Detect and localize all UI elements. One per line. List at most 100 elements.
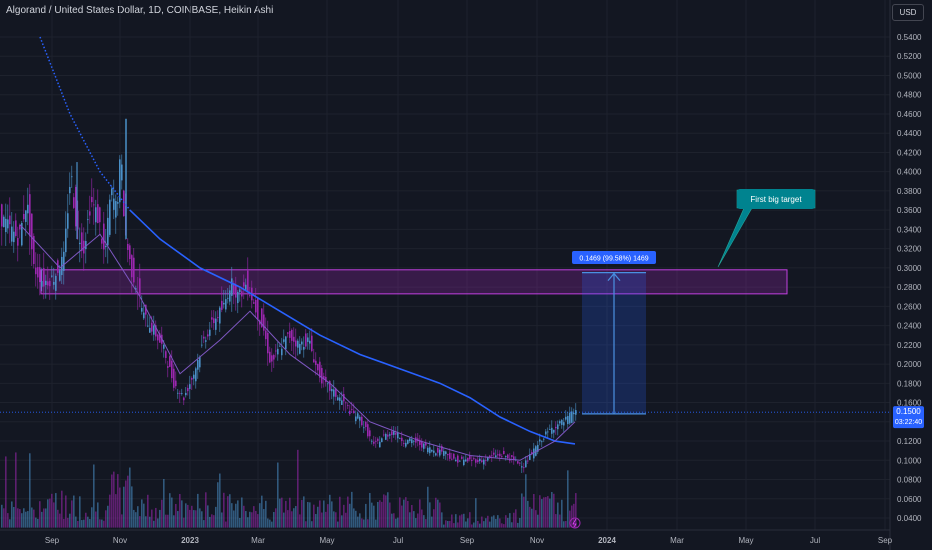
volume-bar xyxy=(165,514,167,528)
volume-bar xyxy=(177,511,179,528)
volume-bar xyxy=(221,512,223,528)
candle-body xyxy=(159,333,161,343)
volume-bar xyxy=(427,486,429,528)
candle-body xyxy=(563,422,565,426)
volume-bar xyxy=(411,504,413,528)
volume-bar xyxy=(481,516,483,528)
y-tick-label: 0.1600 xyxy=(897,399,922,408)
candle-body xyxy=(171,360,173,379)
candle-body xyxy=(99,207,101,223)
candle-body xyxy=(309,340,311,344)
y-tick-label: 0.3200 xyxy=(897,245,922,254)
candle-body xyxy=(307,337,309,342)
volume-bar xyxy=(349,503,351,528)
candle-body xyxy=(377,438,379,441)
volume-bar xyxy=(163,478,165,528)
candle-body xyxy=(415,437,417,443)
volume-bar xyxy=(111,474,113,528)
candle-body xyxy=(353,410,355,414)
volume-bar xyxy=(347,496,349,528)
volume-bar xyxy=(483,521,485,528)
volume-bar xyxy=(173,515,175,528)
volume-bar xyxy=(275,508,277,528)
candle-body xyxy=(319,361,321,378)
candle-body xyxy=(151,322,153,332)
resistance-zone xyxy=(40,269,788,295)
y-tick-label: 0.5200 xyxy=(897,52,922,61)
y-tick-label: 0.2000 xyxy=(897,360,922,369)
volume-bar xyxy=(419,499,421,528)
candle-body xyxy=(163,344,165,349)
volume-bar xyxy=(405,497,407,528)
candle-body xyxy=(277,348,279,355)
volume-bar xyxy=(239,517,241,528)
volume-bar xyxy=(417,513,419,528)
volume-bar xyxy=(539,495,541,528)
volume-bar xyxy=(5,456,7,528)
candle-body xyxy=(11,226,13,242)
volume-bar xyxy=(551,491,553,528)
volume-bar xyxy=(355,510,357,528)
candle-body xyxy=(399,438,401,440)
volume-bar xyxy=(303,496,305,528)
candle-body xyxy=(29,194,31,237)
volume-bar xyxy=(201,511,203,528)
lightning-icon xyxy=(569,517,581,529)
candle-body xyxy=(397,432,399,439)
candle-body xyxy=(165,351,167,358)
currency-button[interactable]: USD xyxy=(892,4,924,21)
candle-body xyxy=(349,410,351,415)
candle-body xyxy=(39,267,41,283)
candle-body xyxy=(385,434,387,440)
candle-body xyxy=(537,444,539,452)
volume-bar xyxy=(451,514,453,528)
candle-body xyxy=(471,459,473,461)
candle-body xyxy=(191,378,193,380)
volume-bar xyxy=(431,516,433,528)
volume-bar xyxy=(195,510,197,528)
volume-bar xyxy=(517,522,519,528)
candle-body xyxy=(489,455,491,458)
candle-body xyxy=(359,416,361,421)
volume-bar xyxy=(537,514,539,528)
y-tick-label: 0.5400 xyxy=(897,33,922,42)
volume-bar xyxy=(103,520,105,528)
callout-text: First big target xyxy=(750,195,802,204)
volume-bar xyxy=(489,521,491,528)
volume-bar xyxy=(571,505,573,528)
candle-body xyxy=(31,213,33,250)
candle-body xyxy=(175,380,177,387)
candle-body xyxy=(25,210,27,222)
volume-bar xyxy=(373,505,375,528)
volume-bar xyxy=(453,523,455,528)
candle-body xyxy=(243,282,245,287)
candle-body xyxy=(293,336,295,342)
candle-body xyxy=(157,334,159,341)
y-tick-label: 0.1800 xyxy=(897,379,922,388)
candle-body xyxy=(463,459,465,466)
volume-bar xyxy=(75,516,77,528)
x-tick-label: 2024 xyxy=(598,536,616,545)
volume-bar xyxy=(443,524,445,528)
candle-body xyxy=(59,270,61,281)
volume-bar xyxy=(181,500,183,528)
volume-bar xyxy=(297,449,299,528)
candle-body xyxy=(123,190,125,217)
candle-body xyxy=(369,430,371,437)
volume-bar xyxy=(81,520,83,528)
candle-body xyxy=(525,460,527,468)
volume-bar xyxy=(397,517,399,528)
volume-bar xyxy=(183,517,185,528)
x-tick-label: Sep xyxy=(878,536,893,545)
volume-bar xyxy=(287,510,289,528)
candle-body xyxy=(433,450,435,453)
candle-body xyxy=(19,224,21,230)
candle-body xyxy=(245,284,247,290)
candle-body xyxy=(167,366,169,368)
candle-body xyxy=(569,412,571,424)
volume-bar xyxy=(477,520,479,528)
candle-body xyxy=(135,288,137,290)
candle-body xyxy=(227,297,229,299)
volume-bar xyxy=(43,508,45,528)
